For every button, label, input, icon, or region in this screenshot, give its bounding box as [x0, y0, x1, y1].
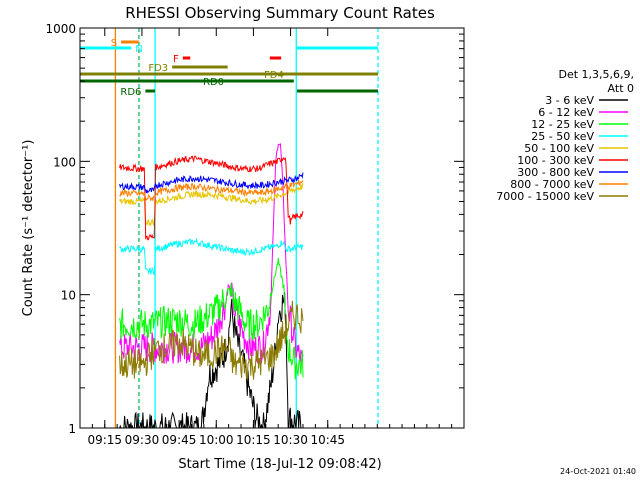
legend-label: 12 - 25 keV [531, 118, 594, 131]
legend-label: 3 - 6 keV [545, 94, 594, 107]
legend-label: 6 - 12 keV [538, 106, 594, 119]
legend-header-1: Det 1,3,5,6,9, [558, 68, 634, 81]
series-line-6 [119, 172, 304, 194]
legend-label: 100 - 300 keV [517, 154, 594, 167]
flag-label: N [135, 44, 142, 55]
x-tick-label: 09:15 [87, 433, 122, 447]
series-layer [119, 143, 304, 429]
series-line-5 [119, 155, 304, 241]
flag-label: S [111, 38, 117, 49]
y-tick-label: 1 [68, 422, 76, 436]
x-tick-label: 10:30 [273, 433, 308, 447]
y-tick-label: 1000 [45, 22, 76, 36]
x-tick-label: 09:45 [162, 433, 197, 447]
x-tick-label: 09:30 [125, 433, 160, 447]
x-tick-label: 10:00 [199, 433, 234, 447]
series-line-2 [119, 257, 304, 380]
legend-label: 300 - 800 keV [517, 166, 594, 179]
legend-label: 50 - 100 keV [524, 142, 594, 155]
legend-label: 25 - 50 keV [531, 130, 594, 143]
legend-header-2: Att 0 [608, 82, 634, 95]
y-tick-label: 10 [61, 289, 76, 303]
series-line-3 [119, 237, 304, 276]
legend-label: 7000 - 15000 keV [496, 190, 594, 203]
x-axis-ticks: 09:15 09:30 09:45 10:00 10:15 10:30 10:45 [87, 28, 453, 447]
chart-title: RHESSI Observing Summary Count Rates [125, 4, 435, 22]
flag-label: RD6 [120, 87, 141, 98]
plot-frame [79, 27, 465, 429]
y-tick-label: 100 [53, 155, 76, 169]
flag-label: FD4 [264, 70, 284, 81]
flag-label: RD0 [203, 77, 224, 88]
y-axis-ticks: 1 10 100 1000 [45, 22, 464, 436]
series-line-0 [119, 292, 303, 429]
series-line-4 [119, 183, 304, 227]
series-line-8 [119, 300, 304, 380]
x-tick-label: 10:15 [236, 433, 271, 447]
flag-label: FD3 [148, 63, 168, 74]
x-tick-label: 10:45 [310, 433, 345, 447]
legend-label: 800 - 7000 keV [510, 178, 594, 191]
series-line-7 [119, 179, 304, 201]
y-axis-label: Count Rate (s⁻¹ detector⁻¹) [21, 140, 36, 317]
footer-date: 24-Oct-2021 01:40 [560, 467, 636, 476]
flag-label: F [173, 54, 179, 65]
flag-bars: S N F FD3 FD4 RD0 RD6 [80, 38, 379, 98]
x-axis-label: Start Time (18-Jul-12 09:08:42) [178, 457, 381, 472]
